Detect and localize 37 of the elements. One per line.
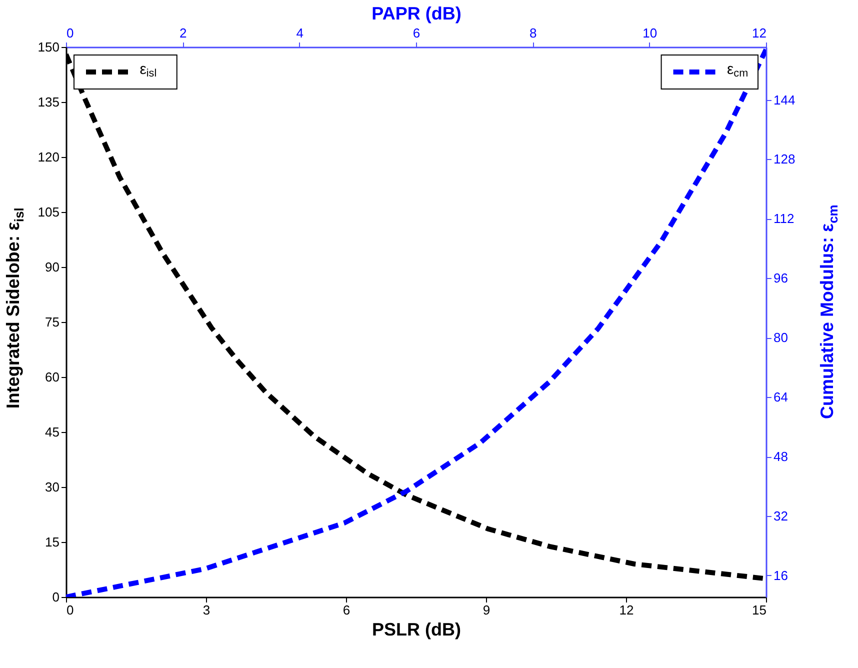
y2-axis-title: Cumulative Modulus: εcm	[817, 204, 840, 419]
y-tick-label: 15	[45, 534, 60, 550]
y-tick-label: 75	[45, 314, 60, 330]
y2-tick-label: 64	[774, 390, 788, 405]
x2-tick-label: 2	[180, 26, 187, 40]
x2-tick-label: 10	[642, 26, 658, 40]
x-tick-label: 12	[619, 602, 634, 618]
y2-tick-label: 32	[774, 508, 788, 524]
x2-tick-label: 6	[412, 26, 420, 40]
x-tick-label: 0	[66, 602, 74, 618]
y2-tick-label: 48	[774, 449, 788, 464]
y-tick-label: 45	[45, 424, 60, 440]
y2-tick-label: 96	[774, 270, 788, 286]
y-tick-label: 105	[38, 204, 60, 220]
x2-tick-label: 0	[66, 26, 74, 40]
y2-tick-label: 128	[774, 152, 796, 167]
y-tick-label: 150	[38, 40, 60, 54]
y2-tick-label: 144	[774, 92, 796, 108]
x2-tick-label: 4	[296, 26, 304, 40]
x-tick-label: 9	[482, 602, 490, 618]
x-tick-label: 3	[202, 602, 210, 618]
y2-tick-label: 112	[774, 211, 794, 226]
x2-axis-title: PAPR (dB)	[372, 4, 462, 24]
y-tick-label: 135	[38, 94, 60, 110]
x-axis-title: PSLR (dB)	[372, 620, 461, 640]
x-tick-label: 6	[342, 602, 350, 618]
y-tick-label: 60	[45, 370, 60, 384]
x-tick-label: 15	[752, 602, 766, 618]
x2-tick-label: 8	[530, 26, 537, 40]
y-tick-label: 90	[45, 260, 60, 274]
y-axis-title: Integrated Sidelobe: εisl	[3, 208, 26, 409]
y2-tick-label: 80	[774, 330, 788, 346]
y2-tick-label: 16	[774, 568, 788, 583]
y-tick-label: 0	[52, 590, 60, 604]
x2-tick-label: 12	[752, 26, 766, 40]
y-tick-label: 30	[45, 480, 60, 494]
y-tick-label: 120	[38, 150, 60, 164]
